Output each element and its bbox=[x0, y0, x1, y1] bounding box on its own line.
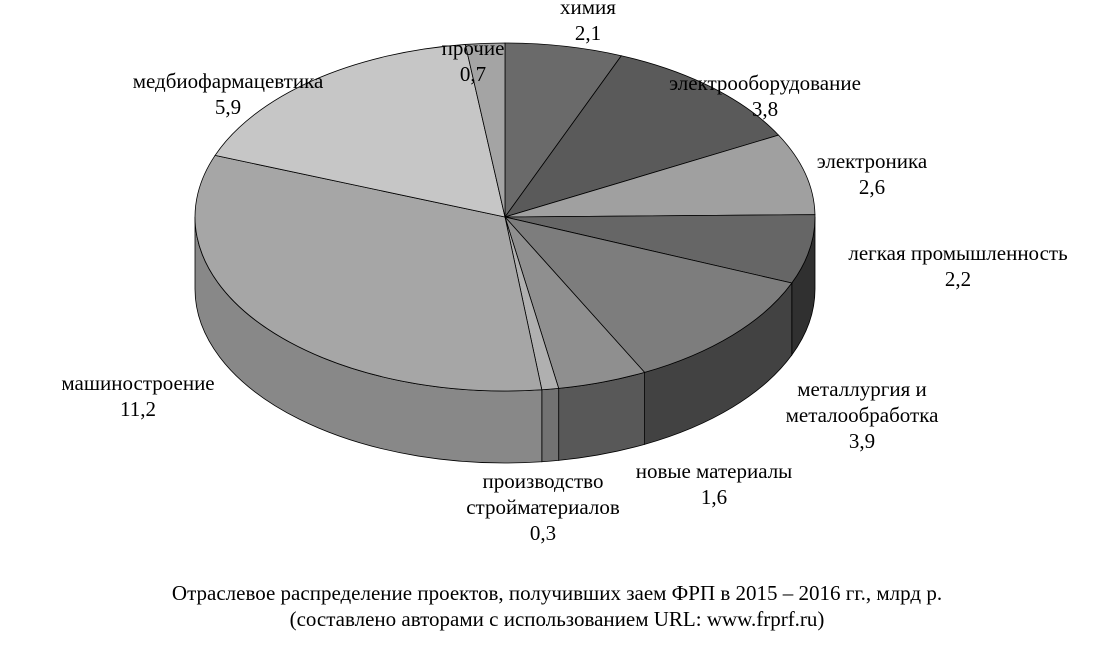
slice-label-7: машиностроение 11,2 bbox=[61, 371, 214, 421]
pie-sides bbox=[194, 216, 816, 464]
chart-caption-source: (составлено авторами с использованием UR… bbox=[289, 607, 825, 631]
slice-label-0: химия 2,1 bbox=[560, 0, 616, 45]
slice-label-2: электроника 2,6 bbox=[817, 149, 928, 199]
pie-slice-1 bbox=[503, 55, 780, 218]
slice-label-4: металлургия и металообработка 3,9 bbox=[786, 377, 940, 453]
slice-label-1: электрооборудование 3,8 bbox=[669, 71, 861, 121]
slice-label-5: новые материалы 1,6 bbox=[636, 459, 793, 509]
pie-tops bbox=[194, 42, 816, 392]
pie-side-6 bbox=[541, 387, 560, 463]
slice-label-9: прочие 0,7 bbox=[442, 36, 505, 86]
chart-caption: Отраслевое распределение проектов, получ… bbox=[171, 581, 943, 605]
pie-slice-9 bbox=[464, 42, 506, 218]
pie-slice-8 bbox=[214, 44, 506, 218]
pie-labels: химия 2,1 электрооборудование 3,8 электроник… bbox=[61, 0, 1067, 545]
pie-chart: химия 2,1 электрооборудование 3,8 электроник… bbox=[61, 0, 1067, 545]
pie-slice-3 bbox=[504, 214, 816, 284]
pie-slice-7 bbox=[194, 154, 543, 392]
pie-slice-2 bbox=[504, 134, 816, 218]
pie-slice-4 bbox=[503, 216, 793, 373]
slice-label-3: легкая промышленность 2,2 bbox=[848, 241, 1067, 291]
slice-label-6: производство стройматериалов 0,3 bbox=[466, 469, 620, 545]
slice-label-8: медбиофармацевтика 5,9 bbox=[133, 69, 324, 119]
pie-slice-0 bbox=[504, 42, 623, 219]
